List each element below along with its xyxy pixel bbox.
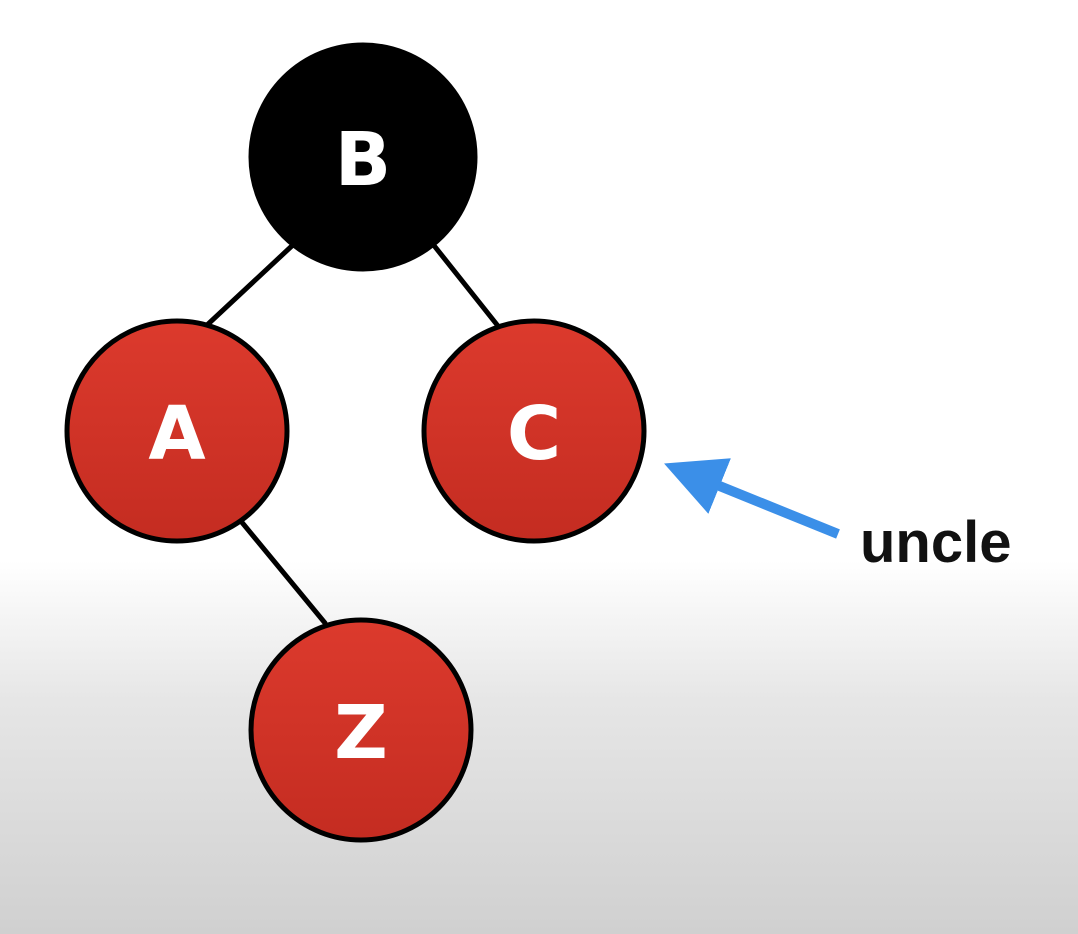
- uncle-label: uncle: [860, 510, 1012, 575]
- node-a-circle: [64, 318, 290, 544]
- node-c-circle: [421, 318, 647, 544]
- node-b-circle: [248, 42, 478, 272]
- uncle-arrow: [664, 458, 840, 539]
- node-a-label: A: [148, 391, 205, 477]
- node-c: C: [421, 318, 647, 544]
- edge-a-z: [237, 517, 328, 626]
- node-z-circle: [248, 617, 474, 843]
- node-z-label: Z: [334, 690, 388, 776]
- edge-b-c: [429, 240, 501, 329]
- node-b: B: [248, 42, 478, 272]
- node-a: A: [64, 318, 290, 544]
- node-z: Z: [248, 617, 474, 843]
- node-c-label: C: [507, 391, 561, 477]
- node-b-label: B: [335, 117, 391, 203]
- edge-b-a: [203, 240, 298, 329]
